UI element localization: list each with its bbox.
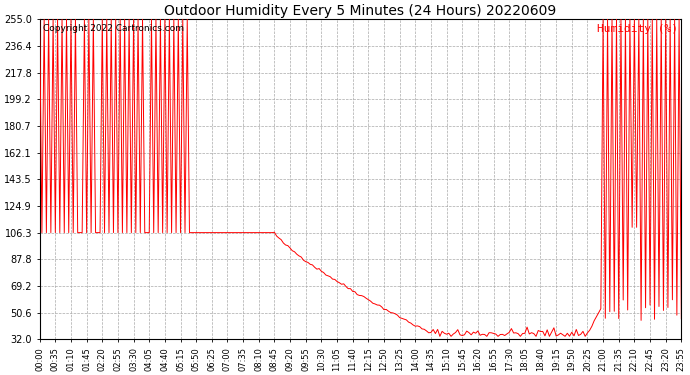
Text: Humidity (%): Humidity (%)	[597, 24, 678, 34]
Title: Outdoor Humidity Every 5 Minutes (24 Hours) 20220609: Outdoor Humidity Every 5 Minutes (24 Hou…	[164, 4, 557, 18]
Text: Copyright 2022 Cartronics.com: Copyright 2022 Cartronics.com	[43, 24, 184, 33]
